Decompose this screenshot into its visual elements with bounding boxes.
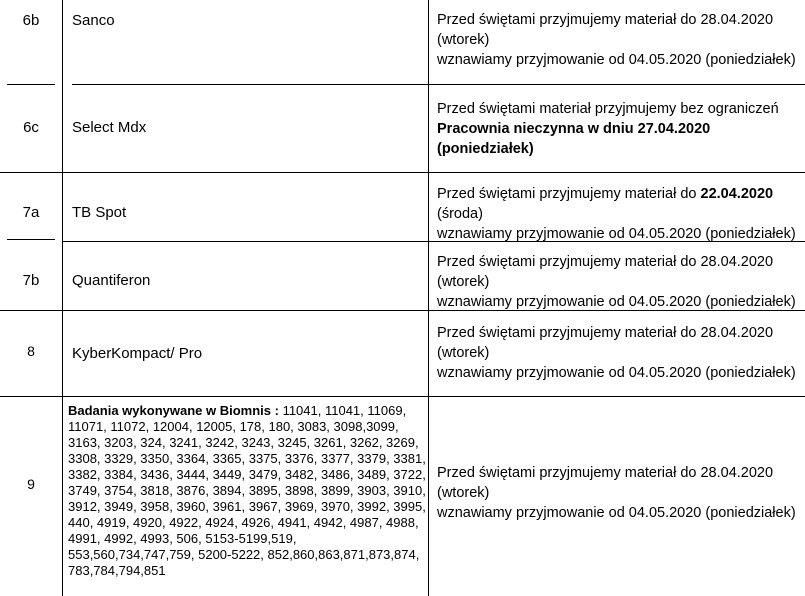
row-code-6c: 6c: [23, 119, 39, 136]
note-line-bold: (poniedziałek): [437, 141, 534, 157]
row-separator-7b-8: [0, 310, 805, 311]
biomnis-tests-list: 11041, 11041, 11069, 11071, 11072, 12004…: [68, 403, 426, 578]
row-note-7b: Przed świętami przyjmujemy materiał do 2…: [437, 252, 805, 312]
row-note-7a: Przed świętami przyjmujemy materiał do 2…: [437, 184, 805, 244]
note-line: Przed świętami przyjmujemy materiał do 2…: [437, 325, 774, 341]
note-line-normal-part: Przed świętami przyjmujemy materiał do: [437, 186, 701, 202]
note-line: Przed świętami przyjmujemy materiał do 2…: [437, 184, 805, 204]
note-line-bold-date: 22.04.2020: [700, 186, 774, 202]
note-line-bold: Pracownia nieczynna w dniu 27.04.2020: [437, 121, 711, 137]
row-code-6b: 6b: [22, 12, 40, 29]
note-line: (środa): [437, 206, 483, 222]
note-line: wznawiamy przyjmowanie od 04.05.2020 (po…: [437, 365, 796, 381]
row-code-7b: 7b: [22, 272, 40, 289]
note-line: wznawiamy przyjmowanie od 04.05.2020 (po…: [437, 294, 796, 310]
row-name-biomnis-tests: Badania wykonywane w Biomnis : 11041, 11…: [68, 403, 426, 579]
note-line: Przed świętami przyjmujemy materiał do 2…: [437, 254, 774, 270]
note-line: (wtorek): [437, 274, 490, 290]
row-separator-8-9: [0, 396, 805, 397]
row-note-9: Przed świętami przyjmujemy materiał do 2…: [437, 463, 805, 523]
row-separator-7a-7b-col1: [7, 239, 55, 240]
row-note-6b: Przed świętami przyjmujemy materiał do 2…: [437, 10, 805, 70]
row-name-quantiferon: Quantiferon: [72, 272, 151, 289]
row-note-8: Przed świętami przyjmujemy materiał do 2…: [437, 323, 805, 383]
row-name-kyberkompact: KyberKompact/ Pro: [72, 345, 203, 362]
row-separator-6b-6c-col1: [7, 84, 55, 85]
row-code-9: 9: [27, 476, 35, 492]
row-code-7a: 7a: [22, 204, 40, 221]
row-note-6c: Przed świętami materiał przyjmujemy bez …: [437, 99, 805, 159]
note-line: (wtorek): [437, 345, 490, 361]
note-line: Przed świętami przyjmujemy materiał do 2…: [437, 465, 774, 481]
row-name-sanco: Sanco: [72, 12, 115, 29]
biomnis-tests-label: Badania wykonywane w Biomnis :: [68, 403, 279, 418]
row-separator-7a-7b-col23: [62, 241, 805, 242]
row-separator-6b-6c-col23: [72, 84, 805, 85]
note-line: wznawiamy przyjmowanie od 04.05.2020 (po…: [437, 226, 796, 242]
note-line: wznawiamy przyjmowanie od 04.05.2020 (po…: [437, 52, 796, 68]
note-line: Przed świętami materiał przyjmujemy bez …: [437, 101, 779, 117]
row-code-8: 8: [27, 343, 35, 359]
row-name-tb-spot: TB Spot: [72, 204, 127, 221]
note-line: Przed świętami przyjmujemy materiał do 2…: [437, 12, 774, 28]
column-divider-code-name: [62, 0, 63, 596]
note-line: (wtorek): [437, 485, 490, 501]
row-separator-6c-7a: [0, 172, 805, 173]
column-divider-name-note: [428, 0, 429, 596]
note-line: (wtorek): [437, 32, 490, 48]
row-name-select-mdx: Select Mdx: [72, 119, 147, 136]
note-line: wznawiamy przyjmowanie od 04.05.2020 (po…: [437, 505, 796, 521]
